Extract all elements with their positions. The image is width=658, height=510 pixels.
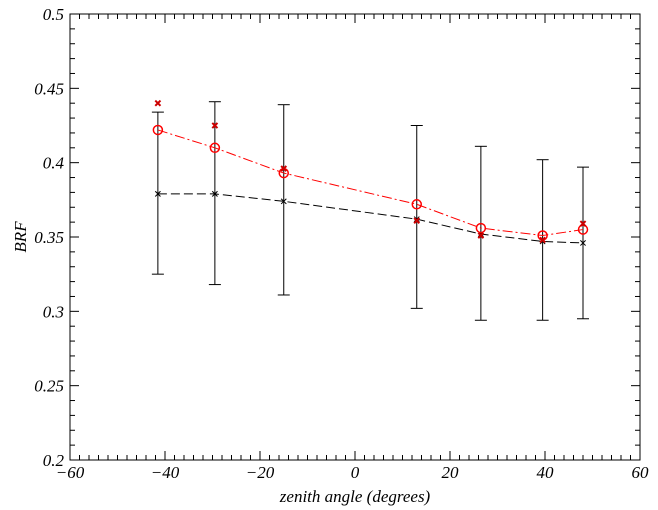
series-2 [154,99,587,244]
x-axis-label: zenith angle (degrees) [279,487,431,506]
data-point-stroke [211,190,218,197]
data-point [211,122,219,129]
y-tick-label: 0.5 [43,5,64,24]
data-point-stroke [154,190,161,197]
data-point [280,165,288,172]
y-tick-label: 0.35 [34,228,64,247]
data-point [580,239,586,246]
data-point [154,190,161,197]
y-tick-label: 0.25 [34,377,64,396]
y-tick-label: 0.3 [43,302,64,321]
data-point [579,220,587,227]
data-point-stroke [154,99,162,107]
y-tick-label: 0.4 [43,154,65,173]
plot-frame [69,13,641,461]
x-tick-label: −40 [151,463,180,482]
data-point [413,216,420,223]
data-point [477,232,485,239]
data-point-stroke [477,232,485,239]
data-point [411,199,422,210]
x-tick-label: 20 [442,463,460,482]
x-tick-label: 0 [351,463,360,482]
series-line [157,129,584,237]
y-axis-label: BRF [11,221,30,253]
data-point [209,142,221,154]
data-point [154,99,162,107]
series-0 [151,101,589,321]
x-tick-label: 60 [632,463,650,482]
data-point-stroke [580,239,586,246]
data-point [152,124,164,136]
data-point-stroke [280,198,287,205]
data-point [413,217,421,224]
data-point-stroke [280,165,288,172]
x-tick-label: 40 [537,463,555,482]
x-tick-label: −20 [246,463,275,482]
data-point-stroke [211,122,219,129]
data-point [539,236,546,244]
data-point [577,224,589,235]
data-point-stroke [413,217,421,224]
y-tick-label: 0.2 [43,451,65,470]
y-tick-label: 0.45 [34,79,64,98]
data-point [280,198,287,205]
data-point [475,222,487,234]
data-point-stroke [579,220,587,227]
data-point [211,190,218,197]
series-1 [152,124,589,241]
data-point-stroke [539,236,546,244]
series-line [157,193,584,244]
x-tick-label: −60 [56,463,85,482]
data-point-stroke [413,216,420,223]
